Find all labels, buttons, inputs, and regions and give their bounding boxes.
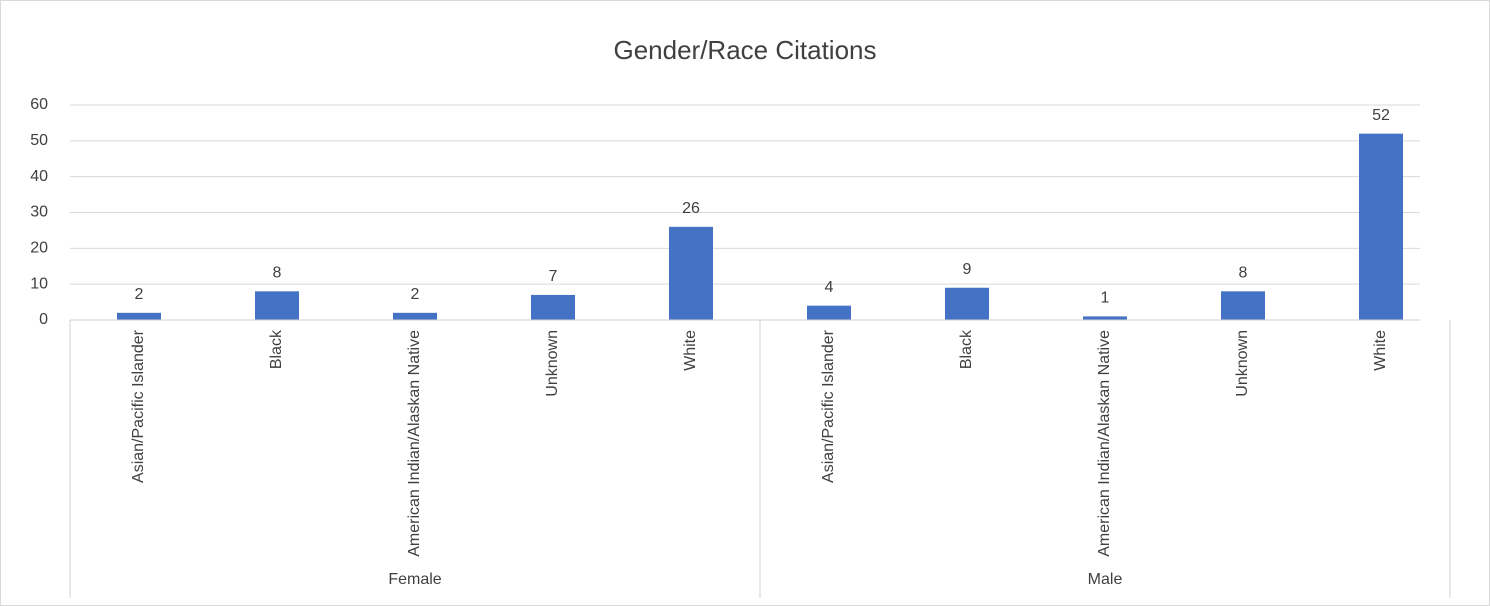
data-label: 9 (963, 261, 972, 278)
data-label: 4 (825, 279, 834, 296)
chart-title: Gender/Race Citations (613, 35, 876, 65)
x-tick-label: American Indian/Alaskan Native (406, 330, 423, 557)
bar (117, 312, 161, 320)
x-tick-label: Unknown (1234, 330, 1251, 397)
y-tick-label: 60 (30, 96, 48, 113)
data-label: 7 (549, 268, 558, 285)
x-tick-label: Black (958, 329, 975, 369)
x-tick-label: Asian/Pacific Islander (820, 329, 837, 483)
y-tick-label: 40 (30, 168, 48, 185)
bar (807, 305, 851, 320)
x-tick-label: American Indian/Alaskan Native (1096, 330, 1113, 557)
bar (393, 312, 437, 320)
bar (945, 287, 989, 320)
data-label: 52 (1372, 107, 1390, 124)
x-tick-label: White (682, 330, 699, 371)
group-label: Female (388, 571, 441, 588)
x-tick-label: Asian/Pacific Islander (130, 329, 147, 483)
x-tick-label: Unknown (544, 330, 561, 397)
bar (1359, 133, 1403, 320)
data-label: 8 (273, 265, 282, 282)
data-label: 26 (682, 200, 700, 217)
bar (255, 291, 299, 320)
x-tick-label: White (1372, 330, 1389, 371)
y-tick-label: 10 (30, 275, 48, 292)
data-label: 8 (1239, 265, 1248, 282)
y-tick-label: 20 (30, 240, 48, 257)
y-tick-label: 30 (30, 204, 48, 221)
bar (1221, 291, 1265, 320)
y-tick-label: 0 (39, 311, 48, 328)
y-tick-label: 50 (30, 132, 48, 149)
group-label: Male (1088, 571, 1123, 588)
x-tick-label: Black (268, 329, 285, 369)
bar (1083, 316, 1127, 320)
data-label: 2 (411, 286, 420, 303)
bar (669, 226, 713, 320)
bar (531, 294, 575, 320)
data-label: 2 (135, 286, 144, 303)
data-label: 1 (1101, 290, 1110, 307)
